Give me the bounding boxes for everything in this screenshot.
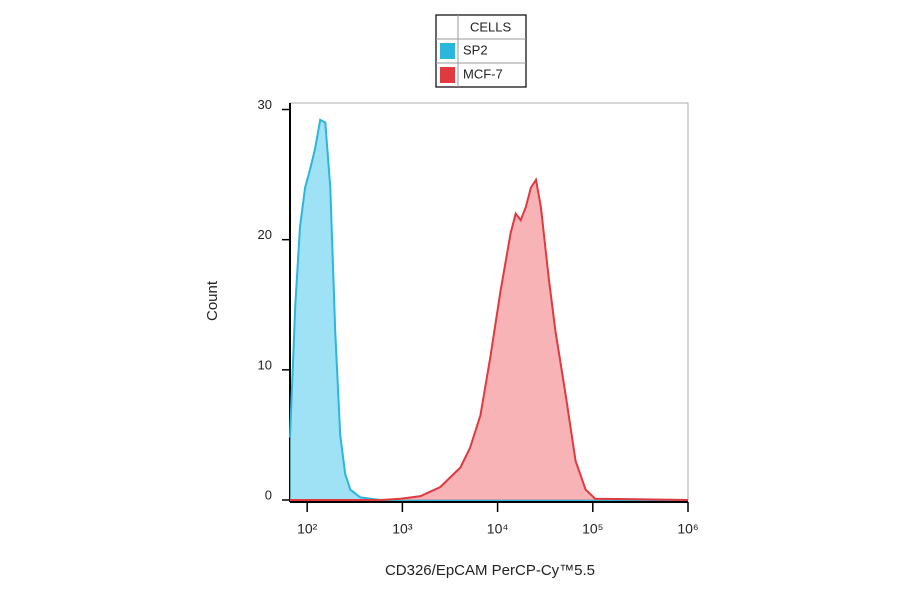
y-axis-label: Count xyxy=(204,280,221,321)
y-tick-label: 30 xyxy=(258,97,272,112)
x-tick-label: 10⁴ xyxy=(487,521,509,537)
x-tick-label: 10³ xyxy=(392,521,413,537)
x-tick-label: 10⁶ xyxy=(677,521,698,537)
legend-label: MCF-7 xyxy=(463,66,503,81)
legend-label: SP2 xyxy=(463,42,488,57)
x-axis-label: CD326/EpCAM PerCP-Cy™5.5 xyxy=(385,562,595,579)
y-tick-label: 10 xyxy=(258,357,272,372)
legend-swatch xyxy=(440,43,455,59)
area-fill xyxy=(290,119,688,501)
y-tick-label: 0 xyxy=(265,487,272,502)
histogram-line xyxy=(290,177,689,501)
x-tick-label: 10² xyxy=(297,521,318,537)
area-fill xyxy=(290,179,688,501)
y-tick-label: 20 xyxy=(258,227,272,242)
x-tick-label: 10⁵ xyxy=(582,521,603,537)
legend-title: CELLS xyxy=(470,19,512,34)
legend-swatch xyxy=(440,67,455,83)
